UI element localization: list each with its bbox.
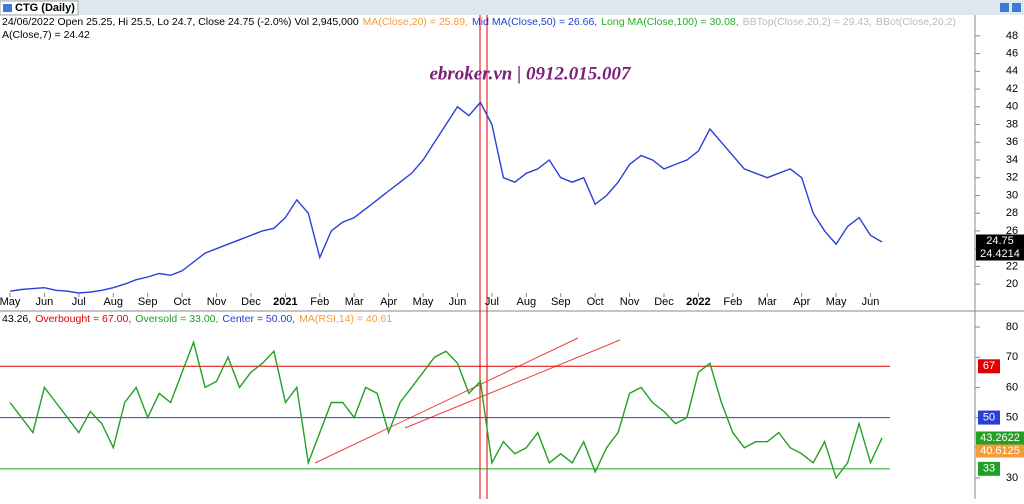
x-tick-label: Mar — [758, 296, 777, 308]
tab-title: CTG (Daily) — [15, 2, 75, 14]
last-value-label: 24.4214 — [980, 248, 1020, 260]
x-tick-label: May — [0, 296, 21, 308]
x-tick-label: Feb — [310, 296, 329, 308]
trend-line — [404, 339, 621, 429]
x-tick-label: Nov — [207, 296, 227, 308]
trend-line — [314, 337, 579, 464]
x-tick-label: May — [413, 296, 434, 308]
x-tick-label: Jul — [72, 296, 86, 308]
x-tick-label: Jun — [862, 296, 880, 308]
x-tick-label: Oct — [587, 296, 604, 308]
y-tick-label: 48 — [1006, 30, 1018, 42]
x-tick-label: Feb — [723, 296, 742, 308]
x-tick-label: Apr — [380, 296, 397, 308]
x-tick-label: Jun — [36, 296, 54, 308]
title-bar — [0, 0, 1024, 15]
y-tick-label: 50 — [1006, 411, 1018, 423]
y-tick-label: 26 — [1006, 225, 1018, 237]
tab[interactable] — [0, 0, 79, 16]
y-tick-label: 30 — [1006, 472, 1018, 484]
info-line: A(Close,7) = 24.42 — [2, 29, 90, 41]
x-tick-label: Dec — [654, 296, 674, 308]
y-tick-label: 44 — [1006, 65, 1018, 77]
last-value-label: 43.2622 — [980, 432, 1020, 444]
x-tick-label: Jul — [485, 296, 499, 308]
info-item: BBot(Close,20,2) — [876, 16, 956, 28]
info-line: 24/06/2022 Open 25.25, Hi 25.5, Lo 24.7,… — [2, 16, 956, 28]
y-tick-label: 80 — [1006, 321, 1018, 333]
level-label: 67 — [983, 360, 995, 372]
last-value-box — [976, 431, 1024, 445]
watermark: ebroker.vn | 0912.015.007 — [429, 63, 632, 84]
x-tick-label: Aug — [103, 296, 123, 308]
y-tick-label: 40 — [1006, 101, 1018, 113]
y-tick-label: 42 — [1006, 83, 1018, 95]
x-tick-label: Dec — [241, 296, 261, 308]
y-tick-label: 28 — [1006, 207, 1018, 219]
info-item: MA(Close,20) = 25.89, — [363, 16, 468, 28]
x-tick-label: Mar — [345, 296, 364, 308]
series-line — [9, 101, 883, 294]
x-tick-label: Aug — [517, 296, 537, 308]
level-box — [978, 359, 1000, 374]
window-button[interactable] — [1000, 3, 1009, 12]
window-button[interactable] — [1012, 3, 1021, 12]
y-tick-label: 34 — [1006, 154, 1018, 166]
info-item: Long MA(Close,100) = 30.08, — [601, 16, 738, 28]
x-tick-label: Nov — [620, 296, 640, 308]
info-item: Oversold = 33.00, — [135, 313, 218, 325]
y-tick-label: 36 — [1006, 136, 1018, 148]
y-tick-label: 46 — [1006, 48, 1018, 60]
x-tick-label: Oct — [174, 296, 191, 308]
y-tick-label: 30 — [1006, 189, 1018, 201]
x-tick-label: Sep — [138, 296, 158, 308]
level-box — [978, 461, 1000, 476]
last-value-label: 40.6125 — [980, 445, 1020, 457]
x-tick-label: 2022 — [686, 296, 710, 308]
level-label: 33 — [983, 463, 995, 475]
info-item: Mid MA(Close,50) = 26.66, — [472, 16, 597, 28]
info-item: BBTop(Close,20,2) = 29.43, — [743, 16, 872, 28]
tab-icon — [3, 4, 12, 12]
info-item: 43.26, — [2, 313, 31, 325]
info-line: 43.26, Overbought = 67.00, Oversold = 33.0… — [2, 313, 392, 325]
x-tick-label: May — [826, 296, 847, 308]
level-box — [978, 410, 1000, 425]
x-tick-label: Apr — [793, 296, 810, 308]
y-tick-label: 22 — [1006, 260, 1018, 272]
y-tick-label: 70 — [1006, 351, 1018, 363]
y-tick-label: 20 — [1006, 278, 1018, 290]
info-item: MA(RSI,14) = 40.61 — [299, 313, 392, 325]
last-value-box — [976, 234, 1024, 248]
y-tick-label: 60 — [1006, 381, 1018, 393]
last-value-box — [976, 247, 1024, 261]
y-tick-label: 32 — [1006, 172, 1018, 184]
last-value-label: 24.75 — [986, 235, 1014, 247]
info-item: Center = 50.00, — [222, 313, 295, 325]
x-tick-label: Sep — [551, 296, 571, 308]
series-line — [9, 339, 883, 480]
x-tick-label: Jun — [449, 296, 467, 308]
level-label: 50 — [983, 411, 995, 423]
x-tick-label: 2021 — [273, 296, 297, 308]
y-tick-label: 38 — [1006, 118, 1018, 130]
info-item: Overbought = 67.00, — [35, 313, 131, 325]
info-item: 24/06/2022 Open 25.25, Hi 25.5, Lo 24.7,… — [2, 16, 359, 28]
last-value-box — [976, 444, 1024, 458]
